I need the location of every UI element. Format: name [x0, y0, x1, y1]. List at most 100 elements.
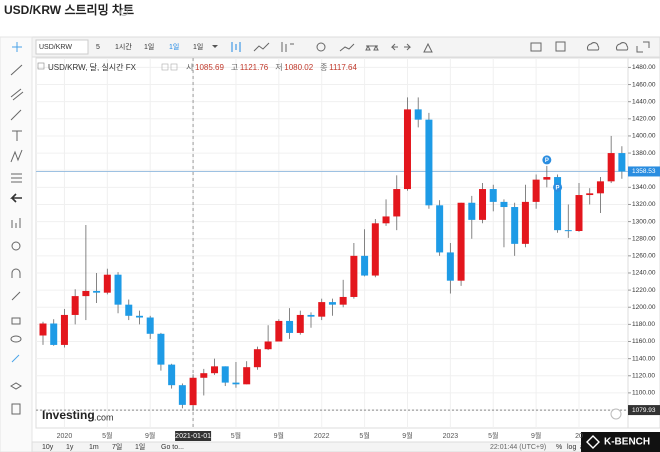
lock-draw-tool[interactable]: [11, 291, 21, 301]
redo-icon[interactable]: [404, 43, 412, 51]
candle-body: [60, 314, 68, 345]
camera-icon[interactable]: [530, 42, 542, 52]
candles: PP: [39, 97, 626, 410]
percent-toggle[interactable]: %: [556, 444, 562, 451]
candle-body: [382, 216, 390, 224]
text-tool[interactable]: [12, 130, 22, 141]
legend-value: 1121.76: [240, 63, 269, 72]
pattern-tool[interactable]: [10, 149, 23, 163]
cloud-save-icon[interactable]: [615, 42, 629, 51]
candle-body: [307, 314, 315, 317]
candle-body: [500, 201, 508, 208]
settings-icon[interactable]: [316, 42, 326, 52]
candle-body: [414, 109, 422, 120]
x-tick-label: 5월: [359, 431, 369, 440]
range[interactable]: 7일: [112, 442, 122, 451]
undo-icon[interactable]: [390, 43, 398, 51]
candle-body: [221, 366, 229, 383]
compare-icon[interactable]: [339, 43, 355, 52]
indicator-icon[interactable]: [281, 42, 294, 52]
candle-body: [361, 255, 369, 276]
interval-active[interactable]: 1일: [169, 42, 179, 51]
x-tick-label: 5월: [102, 431, 112, 440]
measure-tool[interactable]: [11, 218, 21, 228]
annotation-dot: [542, 155, 552, 165]
zoom-tool[interactable]: [11, 241, 21, 251]
channel-tool[interactable]: [10, 88, 24, 101]
badge: [581, 432, 660, 452]
log-toggle[interactable]: log: [567, 444, 576, 451]
candle-body: [618, 153, 626, 172]
last-price-tag: [628, 166, 660, 177]
candle-body: [135, 315, 143, 318]
scale-icon[interactable]: [365, 44, 379, 51]
link-tool[interactable]: [11, 354, 20, 363]
candle-body: [532, 179, 540, 202]
candle-body: [103, 274, 111, 293]
candle-body: [50, 323, 58, 345]
candle-body: [328, 302, 336, 305]
symbol-box[interactable]: [35, 39, 89, 55]
candle-body: [232, 382, 240, 385]
candle-body: [286, 320, 294, 333]
interval[interactable]: 5: [96, 44, 100, 51]
candle-body: [253, 349, 261, 368]
candle-body: [39, 323, 47, 336]
x-tick-label: 9월: [531, 431, 541, 440]
plot-area: [35, 57, 629, 429]
candle-body: [264, 341, 272, 350]
candle-body: [543, 177, 551, 180]
interval[interactable]: 1시간: [115, 42, 132, 51]
range[interactable]: 1y: [66, 444, 74, 451]
trendline-tool[interactable]: [10, 64, 23, 76]
candle-body: [350, 255, 358, 297]
lock-tool[interactable]: [11, 317, 21, 325]
delete-tool[interactable]: [11, 403, 21, 415]
price-axis: [627, 57, 660, 429]
range[interactable]: 1일: [135, 442, 145, 451]
candle-icon[interactable]: [231, 42, 241, 52]
range[interactable]: 1m: [89, 444, 99, 451]
fullscreen-icon[interactable]: [636, 41, 650, 53]
legend-value: 1085.69: [195, 63, 224, 72]
candle-body: [93, 290, 101, 293]
fib-tool[interactable]: [11, 173, 22, 183]
alert-icon[interactable]: [423, 42, 433, 53]
grid: [36, 58, 631, 428]
legend-key: 종: [320, 63, 327, 72]
go-to[interactable]: Go to...: [161, 444, 184, 451]
x-tick-label: 2023: [443, 433, 459, 440]
y-tick-label: 1240.00: [632, 270, 656, 277]
pen-tool[interactable]: [10, 109, 22, 121]
magnet-tool[interactable]: [11, 268, 21, 278]
dropdown-arrow[interactable]: [212, 45, 218, 48]
range[interactable]: 10y: [42, 444, 54, 451]
crosshair-tool[interactable]: [12, 42, 22, 52]
line-icon[interactable]: [253, 42, 270, 52]
crosshair-date-box: [175, 431, 212, 441]
layers-tool[interactable]: [10, 382, 22, 390]
candle-body: [243, 367, 251, 385]
badge-text: K-BENCH: [604, 437, 650, 448]
y-tick-label: 1340.00: [632, 184, 656, 191]
y-tick-label: 1380.00: [632, 150, 656, 157]
candle-body: [82, 290, 90, 297]
legend-toggle[interactable]: [37, 62, 45, 70]
left-toolbar: [0, 36, 33, 452]
y-tick-label: 1400.00: [632, 133, 656, 140]
legend-box: [161, 63, 169, 71]
y-tick-label: 1260.00: [632, 253, 656, 260]
visibility-tool[interactable]: [10, 335, 22, 343]
info-icon[interactable]: [120, 8, 128, 16]
layout-icon[interactable]: [555, 41, 566, 52]
logo-suffix: .com: [94, 412, 114, 422]
x-tick-label: 2021-01-01: [175, 433, 211, 440]
scroll-right[interactable]: [610, 408, 622, 420]
back-tool[interactable]: [10, 193, 22, 203]
legend-box: [170, 63, 178, 71]
candle-body: [168, 364, 176, 386]
interval[interactable]: 1일: [144, 42, 154, 51]
cloud-load-icon[interactable]: [586, 42, 600, 51]
candle-body: [125, 304, 133, 316]
interval[interactable]: 1일: [193, 42, 203, 51]
